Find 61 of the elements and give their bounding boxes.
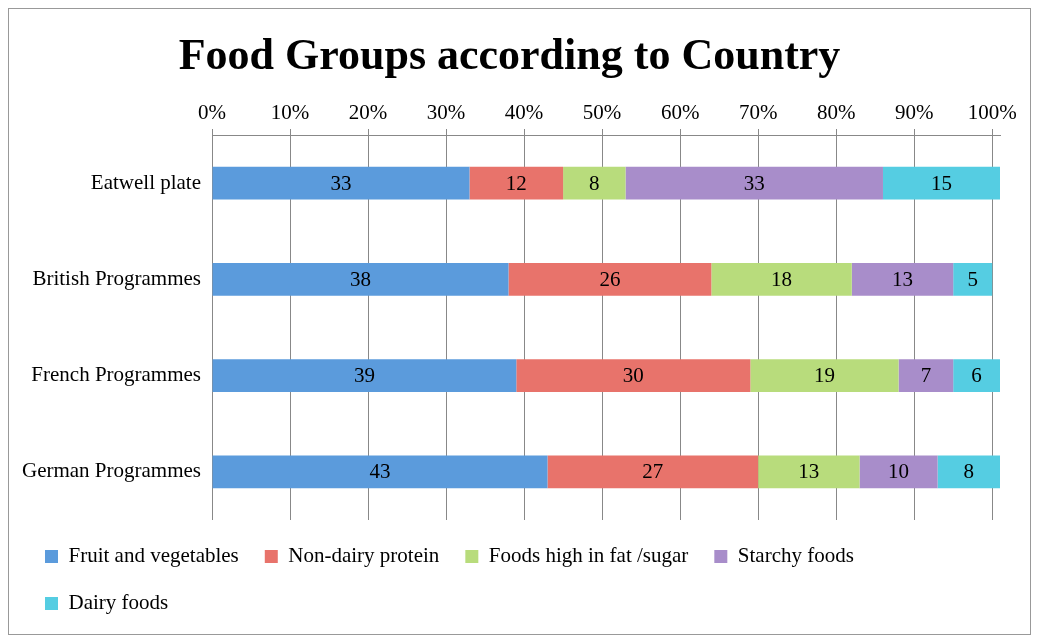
data-label: 12 (505, 170, 527, 195)
x-tick-label: 40% (504, 99, 544, 124)
x-tick-label: 80% (816, 99, 856, 124)
y-tick-label: French Programmes (31, 362, 202, 387)
bar (711, 263, 852, 296)
y-tick-label: German Programmes (21, 458, 202, 483)
bar (750, 359, 899, 392)
data-label: 43 (369, 459, 391, 484)
legend-label: Starchy foods (737, 543, 854, 568)
data-label: 8 (963, 459, 975, 484)
bar (625, 166, 883, 200)
bar (212, 359, 517, 392)
x-tick-label: 20% (348, 99, 388, 124)
bar (508, 263, 712, 296)
y-tick-label: British Programmes (32, 265, 202, 290)
data-label: 18 (771, 266, 793, 291)
bar (469, 166, 564, 200)
bar (859, 455, 938, 489)
data-label: 26 (599, 266, 621, 291)
data-label: 33 (330, 170, 352, 195)
bar (953, 359, 1000, 392)
data-label: 38 (350, 266, 372, 291)
data-label: 30 (622, 363, 644, 388)
legend-label: Dairy foods (68, 590, 169, 615)
x-tick-label: 100% (967, 99, 1017, 124)
data-label: 15 (930, 170, 952, 195)
legend-label: Foods high in fat /sugar (488, 543, 689, 568)
x-tick-label: 60% (660, 99, 700, 124)
data-label: 13 (798, 459, 820, 484)
legend-label: Non-dairy protein (288, 543, 440, 568)
x-tick-label: 90% (894, 99, 934, 124)
bar (851, 263, 954, 296)
x-tick-label: 30% (426, 99, 466, 124)
data-label: 10 (888, 459, 910, 484)
x-tick-label: 50% (582, 99, 622, 124)
bar (898, 359, 954, 392)
bar (758, 455, 860, 489)
bar (516, 359, 751, 392)
data-label: 33 (743, 170, 765, 195)
data-label: 39 (353, 363, 375, 388)
bar (547, 455, 759, 489)
chart-title: Food Groups according to Country (178, 29, 841, 79)
data-label: 5 (967, 266, 978, 291)
bar (212, 455, 548, 489)
data-label: 19 (813, 363, 835, 388)
data-label: 6 (971, 363, 982, 388)
bar (563, 166, 626, 200)
data-label: 27 (642, 459, 664, 484)
bar (953, 263, 993, 296)
x-tick-label: 70% (738, 99, 778, 124)
bar (212, 263, 509, 296)
x-tick-label: 10% (270, 99, 310, 124)
data-label: 8 (589, 170, 600, 195)
y-tick-label: Eatwell plate (90, 169, 202, 194)
legend-label: Fruit and vegetables (68, 543, 239, 568)
bar (937, 455, 1000, 489)
bar (212, 166, 470, 200)
bar (882, 166, 1000, 200)
data-label: 13 (891, 266, 913, 291)
x-tick-label: 0% (198, 99, 227, 124)
data-label: 7 (920, 363, 932, 388)
